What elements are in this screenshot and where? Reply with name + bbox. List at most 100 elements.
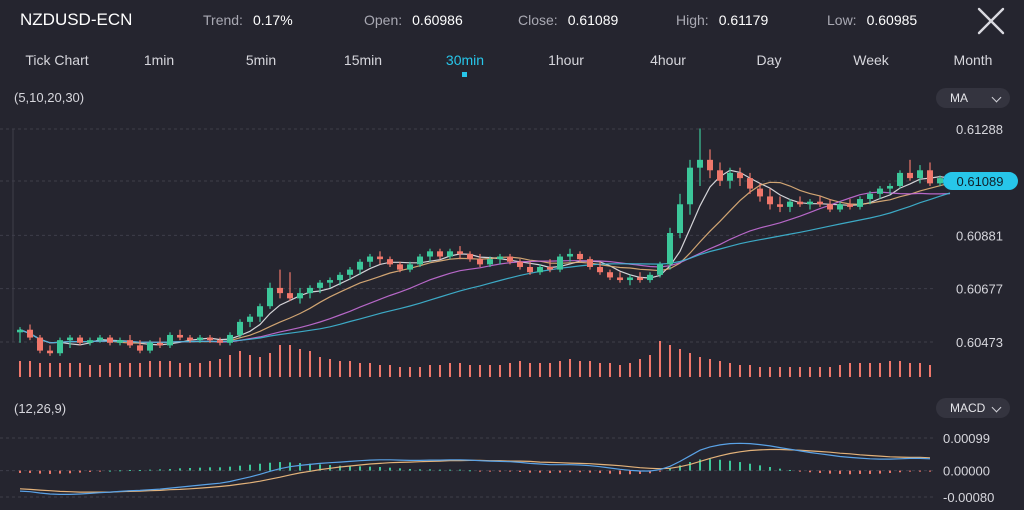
tab-week[interactable]: Week [853, 52, 889, 68]
candle-down [737, 172, 743, 179]
macd-histogram-bar [549, 470, 551, 473]
volume-bar [699, 357, 701, 377]
candle-up [117, 340, 123, 343]
macd-histogram-bar [619, 470, 621, 475]
volume-bar [49, 363, 51, 377]
high-label: High: [676, 12, 709, 28]
macd-histogram-bar [929, 470, 931, 472]
volume-bar [89, 365, 91, 377]
macd-tick-label: -0.00080 [943, 490, 994, 505]
candle-down [717, 170, 723, 181]
candle-up [897, 172, 903, 186]
close-button[interactable] [974, 4, 1008, 38]
volume-bar [819, 367, 821, 377]
candle-up [367, 256, 373, 262]
macd-histogram-bar [99, 470, 101, 472]
macd-histogram-bar [629, 470, 631, 475]
macd-histogram-bar [149, 469, 151, 471]
tab-day[interactable]: Day [756, 52, 782, 68]
volume-bar [829, 367, 831, 377]
candle-down [287, 293, 293, 299]
candle-down [757, 188, 763, 197]
ma-params-label: (5,10,20,30) [14, 90, 85, 105]
volume-bar [879, 363, 881, 377]
tab-month[interactable]: Month [953, 52, 993, 68]
macd-histogram-bar [59, 470, 61, 474]
candle-down [747, 178, 753, 189]
macd-histogram-bar [809, 470, 811, 473]
candle-down [507, 256, 513, 262]
macd-histogram-bar [259, 463, 261, 471]
volume-bar [369, 363, 371, 377]
candle-down [587, 259, 593, 267]
volume-bar [409, 367, 411, 377]
macd-histogram-bar [829, 470, 831, 474]
macd-indicator-select[interactable]: MACD [936, 398, 1010, 418]
candle-up [87, 340, 93, 343]
macd-histogram-bar [189, 467, 191, 471]
tab-1min[interactable]: 1min [143, 52, 175, 68]
candle-up [417, 256, 423, 265]
price-tick-label: 0.60881 [956, 228, 1003, 243]
volume-bar [469, 365, 471, 377]
tab-4hour[interactable]: 4hour [650, 52, 686, 68]
volume-bar [799, 367, 801, 377]
candle-up [867, 193, 873, 200]
candle-up [537, 266, 543, 273]
volume-bar [779, 367, 781, 377]
tab-tick-chart[interactable]: Tick Chart [25, 52, 89, 68]
low-label: Low: [827, 12, 857, 28]
volume-bar [139, 363, 141, 377]
candle-down [157, 342, 163, 346]
candle-down [767, 196, 773, 205]
candle-down [797, 201, 803, 205]
candle-down [137, 345, 143, 351]
tab-1hour[interactable]: 1hour [548, 52, 584, 68]
tab-15min[interactable]: 15min [343, 52, 383, 68]
volume-bar [569, 359, 571, 377]
volume-bar [29, 361, 31, 377]
candle-up [267, 287, 273, 307]
tab-30min[interactable]: 30min [445, 52, 485, 68]
candle-up [647, 274, 653, 281]
volume-bar [329, 359, 331, 377]
macd-histogram-bar [559, 470, 561, 473]
candle-up [237, 321, 243, 335]
volume-bar [99, 365, 101, 377]
candle-up [887, 185, 893, 189]
candle-down [377, 256, 383, 260]
volume-bar [629, 363, 631, 377]
candle-down [127, 340, 133, 346]
candle-up [97, 337, 103, 341]
candle-up [667, 233, 673, 265]
tab-5min[interactable]: 5min [245, 52, 277, 68]
candle-down [637, 277, 643, 281]
macd-histogram-bar [49, 470, 51, 474]
volume-bar [449, 363, 451, 377]
volume-bar [669, 345, 671, 377]
candle-up [167, 334, 173, 346]
ma-indicator-select[interactable]: MA [936, 88, 1010, 108]
volume-bar [159, 361, 161, 377]
volume-bar [849, 363, 851, 377]
macd-histogram-bar [319, 464, 321, 471]
volume-bar [599, 363, 601, 377]
macd-histogram-bar [609, 470, 611, 474]
price-tick-label: 0.60677 [956, 282, 1003, 297]
candle-up [807, 201, 813, 205]
volume-bar [219, 359, 221, 377]
macd-histogram-bar [69, 470, 71, 474]
low-value: 0.60985 [866, 12, 918, 28]
candle-down [817, 201, 823, 205]
macd-histogram-bar [679, 465, 681, 471]
volume-bar [809, 367, 811, 377]
trend-stat: Trend: 0.17% [203, 12, 293, 28]
macd-histogram-bar [459, 469, 461, 471]
candle-down [187, 337, 193, 341]
macd-histogram-bar [429, 469, 431, 471]
candle-up [857, 199, 863, 207]
volume-bar [649, 355, 651, 377]
macd-histogram-bar [729, 460, 731, 471]
candle-up [567, 253, 573, 257]
